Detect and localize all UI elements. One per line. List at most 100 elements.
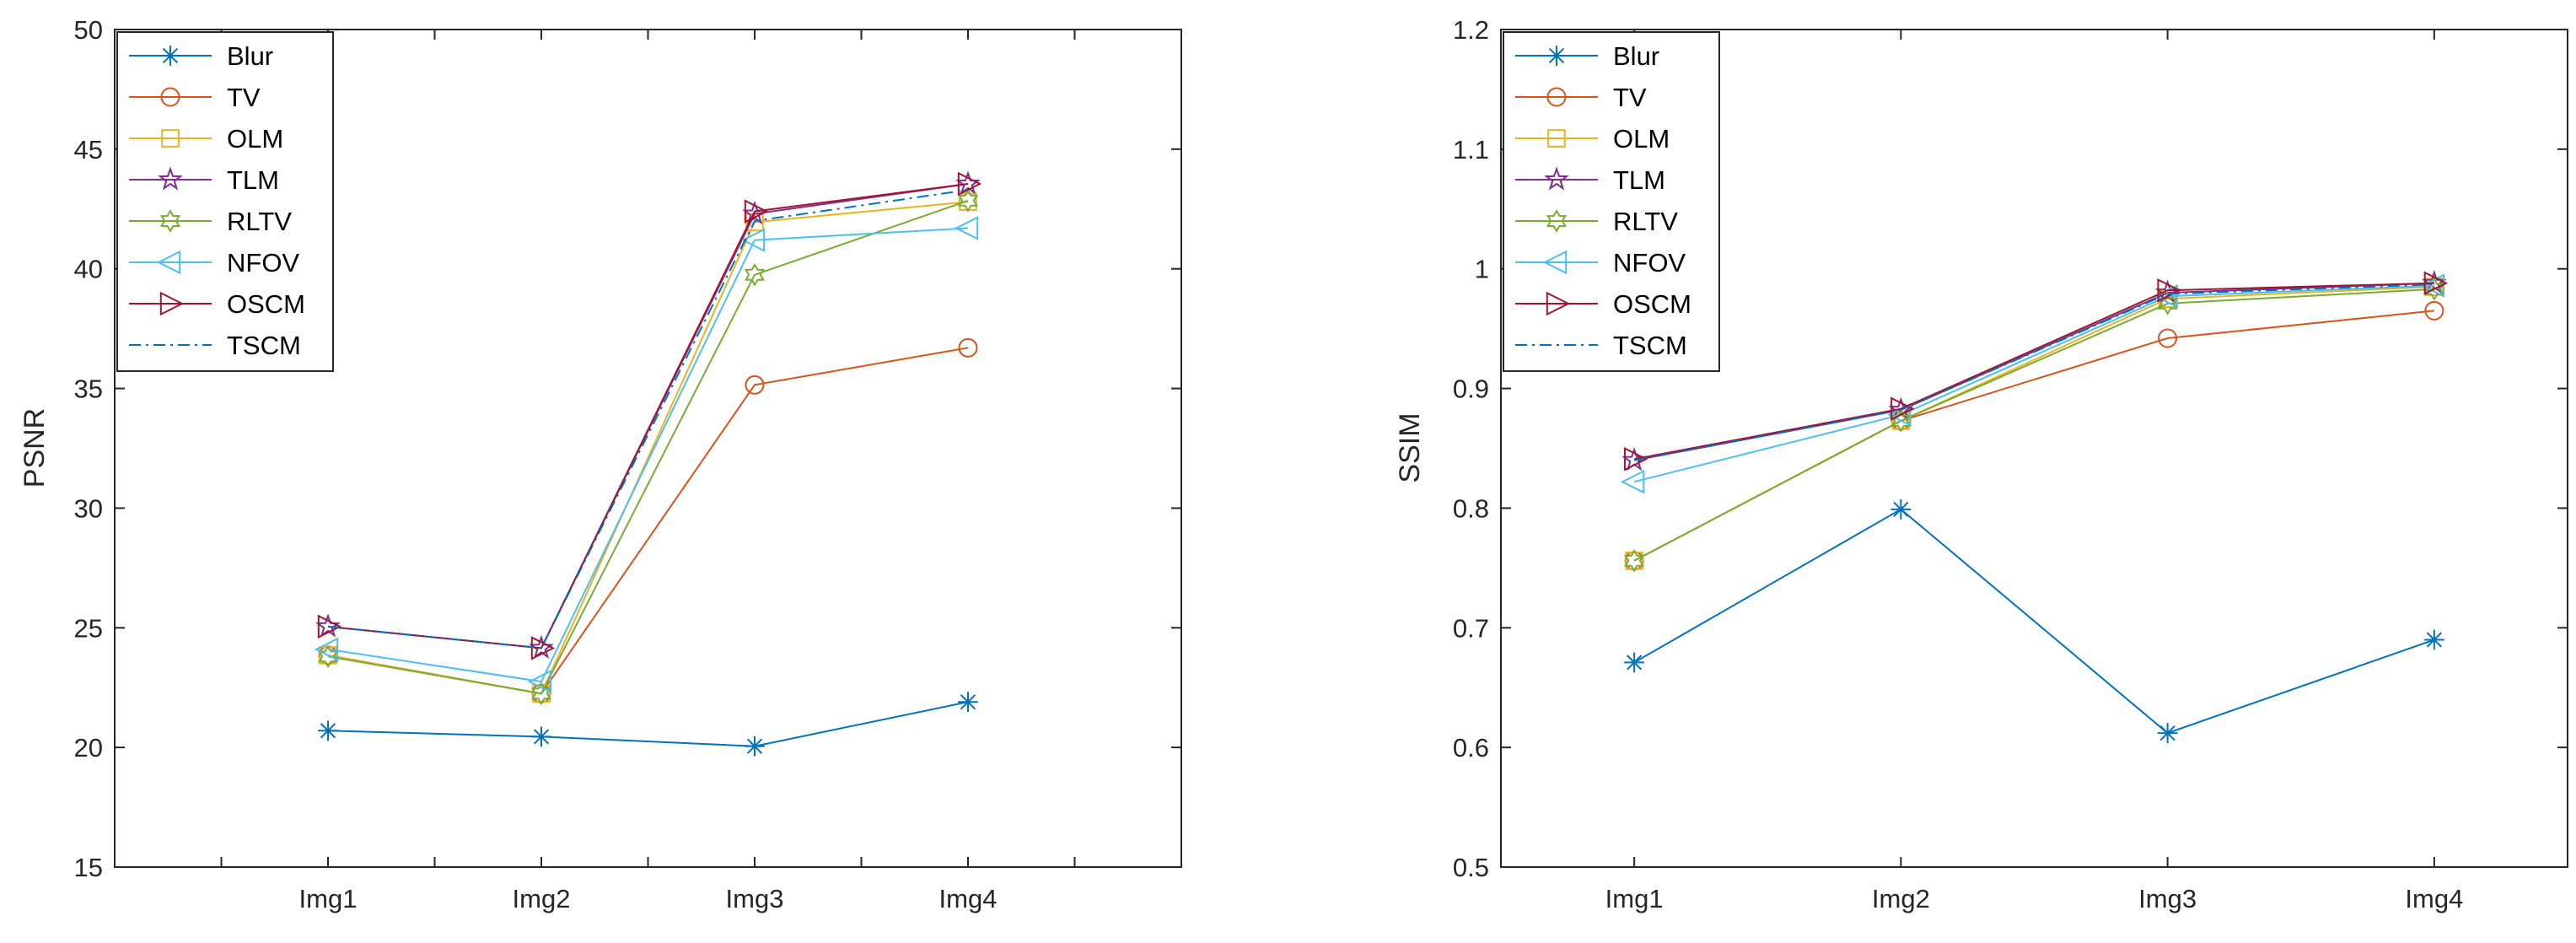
ssim-x-tick-label: Img2: [1872, 884, 1930, 913]
psnr-legend-item-blur: Blur: [129, 41, 273, 71]
ssim-series-tscm-line: [1633, 283, 2434, 461]
psnr-x-tick-label: Img3: [726, 884, 784, 913]
legend-label-nfov: NFOV: [227, 248, 299, 278]
legend-label-oscm: OSCM: [1613, 289, 1691, 319]
ssim-series-rltv-line: [1633, 288, 2434, 562]
ssim-y-tick-label: 0.9: [1453, 375, 1489, 404]
ssim-legend-item-oscm: OSCM: [1515, 289, 1691, 319]
ssim-blur-point-3: [2157, 723, 2178, 744]
psnr-nfov-point-4: [954, 216, 979, 240]
ssim-oscm-point-1: [1623, 447, 1648, 472]
psnr-oscm-point-2: [530, 636, 556, 660]
psnr-y-tick-label: 20: [74, 733, 103, 762]
legend-marker-blur: [1546, 46, 1567, 66]
legend-marker-oscm: [1546, 291, 1571, 316]
psnr-blur-point-1: [318, 720, 338, 741]
legend-label-oscm: OSCM: [227, 289, 305, 319]
legend-marker-olm: [161, 129, 180, 148]
legend-label-rltv: RLTV: [227, 207, 292, 236]
ssim-y-tick-label: 1: [1475, 255, 1489, 284]
psnr-y-tick-label: 40: [74, 255, 103, 284]
ssim-y-tick-label: 0.6: [1453, 733, 1489, 762]
ssim-legend-item-nfov: NFOV: [1515, 248, 1686, 278]
psnr-tlm-point-1: [315, 613, 341, 638]
psnr-y-tick-label: 50: [74, 15, 103, 45]
ssim-oscm-point-3: [2157, 278, 2181, 303]
psnr-y-axis-label: PSNR: [19, 408, 51, 488]
psnr-y-tick-label: 35: [74, 375, 103, 404]
ssim-legend-item-tscm: TSCM: [1515, 331, 1687, 360]
psnr-legend: Blur TV OLM TLM RLTV NFOV OSCM TSCM: [116, 31, 334, 372]
ssim-legend-item-tlm: TLM: [1515, 165, 1665, 195]
ssim-nfov-point-1: [1620, 470, 1645, 494]
legend-marker-tv: [160, 87, 180, 107]
legend-marker-nfov: [1542, 250, 1568, 275]
psnr-y-tick-label: 15: [74, 853, 103, 882]
psnr-series-tscm-line: [327, 189, 969, 649]
ssim-y-axis-label: SSIM: [1394, 412, 1426, 482]
psnr-legend-item-tv: TV: [129, 83, 261, 112]
psnr-legend-item-olm: OLM: [129, 124, 283, 154]
ssim-olm-point-2: [1891, 412, 1911, 430]
psnr-y-tick-label: 30: [74, 493, 103, 523]
ssim-y-tick-label: 1.1: [1453, 135, 1489, 164]
ssim-x-tick-label: Img3: [2138, 884, 2197, 913]
psnr-oscm-point-1: [317, 614, 342, 639]
legend-marker-blur: [160, 46, 180, 66]
psnr-rltv-point-3: [744, 262, 766, 287]
legend-marker-nfov: [156, 250, 181, 275]
legend-label-olm: OLM: [1613, 124, 1670, 154]
psnr-y-tick-label: 45: [74, 135, 103, 164]
psnr-tlm-point-2: [529, 634, 554, 660]
ssim-legend-item-tv: TV: [1515, 83, 1647, 112]
legend-label-tv: TV: [1613, 83, 1647, 112]
psnr-x-tick-label: Img1: [299, 884, 358, 913]
ssim-y-tick-label: 1.2: [1453, 15, 1489, 45]
ssim-oscm-point-4: [2423, 271, 2449, 295]
legend-label-blur: Blur: [1613, 41, 1659, 71]
ssim-legend-box: [1503, 31, 1720, 372]
ssim-x-tick-label: Img1: [1605, 884, 1664, 913]
ssim-y-tick-label: 0.5: [1453, 853, 1489, 882]
psnr-blur-point-4: [958, 692, 978, 713]
ssim-tv-point-4: [2424, 300, 2444, 321]
ssim-tv-point-3: [2158, 328, 2178, 348]
legend-marker-tv: [1546, 87, 1567, 107]
psnr-chart: 15 20 25 30 35 40 45 50 Img1 Img2 Img3 Img4 PSNR Bl…: [19, 15, 1182, 913]
legend-marker-rltv: [159, 209, 181, 233]
ssim-blur-point-2: [1890, 498, 1912, 520]
legend-label-rltv: RLTV: [1613, 207, 1678, 236]
psnr-legend-box: [116, 31, 334, 372]
ssim-legend-item-rltv: RLTV: [1515, 207, 1678, 236]
ssim-chart: 0.5 0.6 0.7 0.8 0.9 1 1.1 1.2 Img1 Img2 Img3 Img4 S…: [1394, 15, 2568, 913]
psnr-legend-item-tlm: TLM: [129, 165, 279, 195]
psnr-series-nfov-line: [327, 227, 969, 683]
ssim-rltv-point-1: [1624, 548, 1645, 573]
ssim-tlm-point-4: [2421, 270, 2447, 294]
ssim-series-nfov-line: [1633, 284, 2434, 483]
ssim-legend-item-olm: OLM: [1515, 124, 1670, 154]
psnr-blur-point-2: [531, 726, 551, 747]
legend-label-olm: OLM: [227, 124, 283, 154]
ssim-legend: Blur TV OLM TLM RLTV NFOV OSCM TSCM: [1503, 31, 1720, 372]
ssim-series-oscm-line: [1633, 282, 2434, 461]
psnr-nfov-point-1: [314, 637, 339, 662]
ssim-blur-point-4: [2423, 629, 2444, 650]
ssim-axes-box: [1500, 29, 2568, 868]
psnr-legend-item-tscm: TSCM: [129, 331, 301, 360]
psnr-olm-point-2: [532, 684, 551, 703]
psnr-rltv-point-4: [957, 189, 979, 213]
psnr-legend-item-nfov: NFOV: [129, 248, 299, 278]
legend-label-tscm: TSCM: [227, 331, 301, 360]
psnr-tv-point-3: [745, 375, 765, 395]
ssim-blur-point-1: [1624, 652, 1645, 673]
ssim-oscm-point-2: [1890, 396, 1915, 421]
psnr-legend-item-oscm: OSCM: [129, 289, 305, 319]
ssim-y-tick-label: 0.7: [1453, 613, 1489, 643]
legend-label-tlm: TLM: [227, 165, 279, 195]
psnr-tv-point-4: [958, 337, 978, 358]
ssim-nfov-point-4: [2420, 273, 2445, 298]
legend-label-tlm: TLM: [1613, 165, 1665, 195]
legend-marker-tlm: [1544, 166, 1569, 191]
